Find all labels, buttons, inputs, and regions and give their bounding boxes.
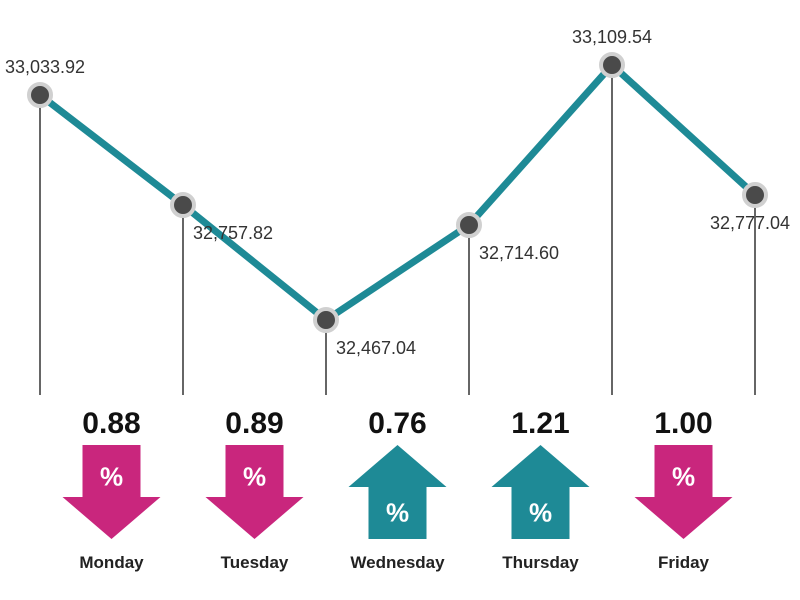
point-value-label: 33,109.54: [572, 27, 652, 48]
percent-value: 0.89: [225, 407, 283, 441]
stock-chart: 0.88%Monday0.89%Tuesday0.76%Wednesday1.2…: [0, 0, 800, 600]
percent-value: 0.76: [368, 407, 426, 441]
day-label: Tuesday: [221, 553, 289, 573]
point-value-label: 32,757.82: [193, 223, 273, 244]
point-value-label: 32,714.60: [479, 243, 559, 264]
day-label: Thursday: [502, 553, 579, 573]
day-label: Wednesday: [350, 553, 444, 573]
day-label: Friday: [658, 553, 709, 573]
percent-value: 1.00: [654, 407, 712, 441]
percent-value: 0.88: [82, 407, 140, 441]
day-label: Monday: [79, 553, 143, 573]
point-value-label: 32,777.04: [710, 213, 790, 234]
chart-svg: [0, 0, 800, 600]
point-value-label: 32,467.04: [336, 338, 416, 359]
point-value-label: 33,033.92: [5, 57, 85, 78]
percent-value: 1.21: [511, 407, 569, 441]
